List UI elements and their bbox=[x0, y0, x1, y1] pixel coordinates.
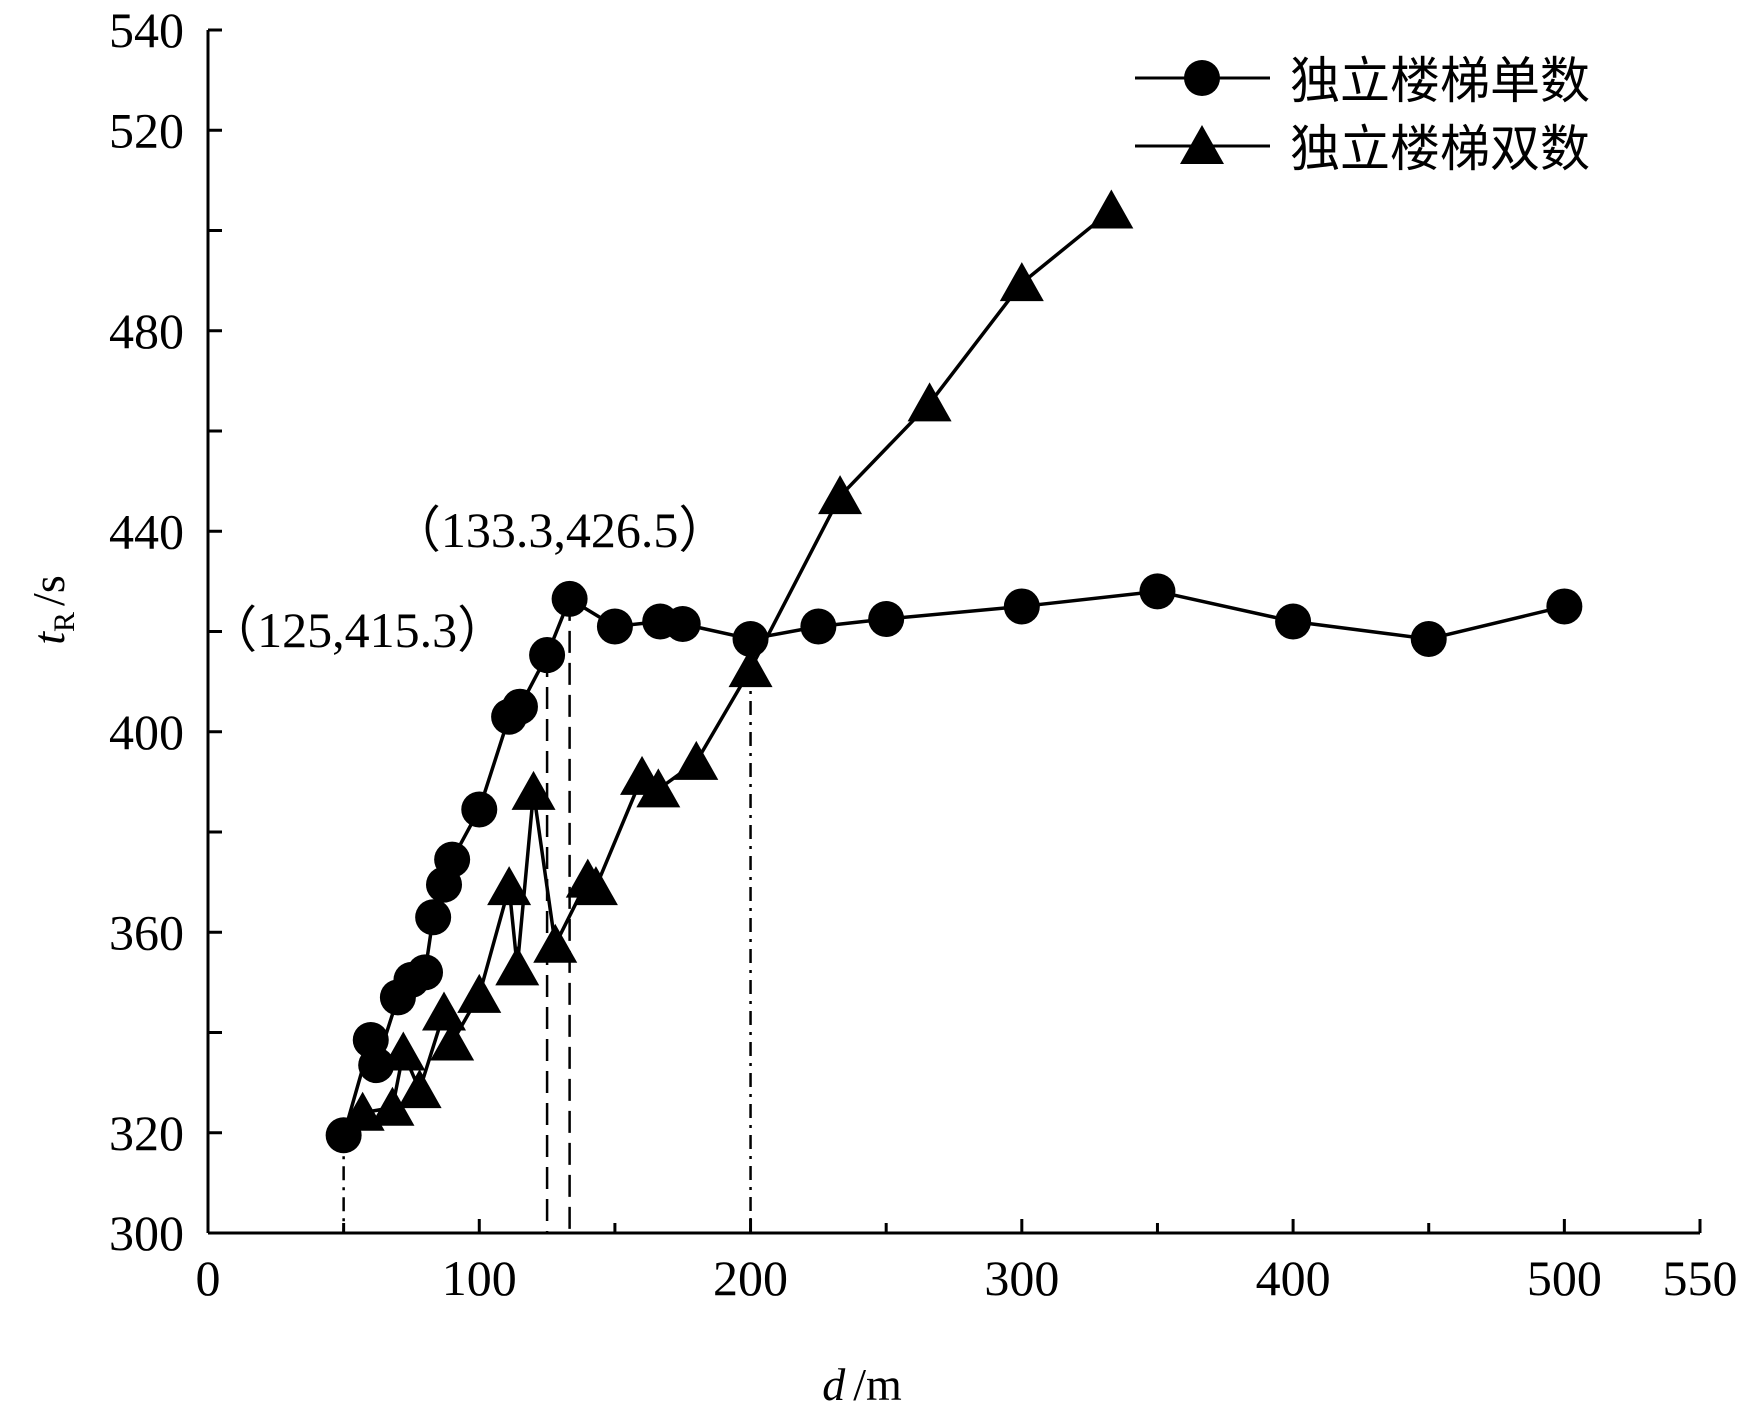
x-axis-label: d/m bbox=[822, 1359, 902, 1410]
data-point-triangle bbox=[430, 1021, 475, 1061]
data-point-triangle bbox=[495, 946, 540, 986]
data-point-circle bbox=[1003, 588, 1040, 625]
reference-lines bbox=[342, 598, 752, 1233]
data-point-circle bbox=[1275, 603, 1312, 640]
data-point-triangle bbox=[381, 1031, 426, 1071]
legend-marker-circle bbox=[1184, 60, 1220, 96]
legend: 独立楼梯单数 独立楼梯双数 bbox=[1135, 52, 1590, 178]
legend-label-double: 独立楼梯双数 bbox=[1290, 120, 1590, 178]
y-tick-label: 400 bbox=[109, 704, 184, 760]
data-point-triangle bbox=[907, 382, 952, 422]
annotation-label: （125,415.3） bbox=[207, 602, 507, 658]
y-axis-subscript: R bbox=[48, 612, 81, 632]
data-point-triangle bbox=[487, 866, 532, 906]
data-point-circle bbox=[868, 600, 905, 637]
axes bbox=[206, 28, 1702, 1235]
data-point-triangle bbox=[511, 770, 556, 810]
y-tick-label: 480 bbox=[109, 303, 184, 359]
data-point-circle bbox=[461, 791, 498, 828]
data-point-circle bbox=[551, 580, 588, 617]
x-axis-unit: /m bbox=[853, 1359, 902, 1410]
y-tick-label: 320 bbox=[109, 1105, 184, 1161]
y-axis-unit: /s bbox=[23, 575, 74, 606]
y-axis-symbol: t bbox=[23, 631, 74, 645]
y-tick-label: 520 bbox=[109, 102, 184, 158]
data-point-triangle bbox=[999, 262, 1044, 302]
x-tick-label: 550 bbox=[1663, 1250, 1738, 1306]
data-point-circle bbox=[800, 608, 837, 645]
data-point-triangle bbox=[728, 648, 773, 688]
legend-marker-triangle bbox=[1180, 125, 1224, 164]
data-point-triangle bbox=[397, 1069, 442, 1109]
legend-entry-single: 独立楼梯单数 bbox=[1135, 52, 1590, 110]
data-point-triangle bbox=[1089, 189, 1134, 229]
y-tick-label: 540 bbox=[109, 2, 184, 58]
data-point-circle bbox=[407, 954, 444, 991]
data-point-triangle bbox=[818, 475, 863, 515]
legend-entry-double: 独立楼梯双数 bbox=[1135, 120, 1590, 178]
series-markers bbox=[325, 189, 1583, 1154]
data-point-triangle bbox=[533, 923, 578, 963]
x-axis-symbol: d bbox=[822, 1359, 846, 1410]
data-point-triangle bbox=[674, 740, 719, 780]
data-point-circle bbox=[1546, 588, 1583, 625]
data-point-triangle bbox=[636, 768, 681, 808]
data-point-circle bbox=[596, 608, 633, 645]
data-point-triangle bbox=[573, 866, 618, 906]
data-point-circle bbox=[1410, 621, 1447, 658]
series-lines bbox=[341, 209, 1565, 1136]
y-tick-label: 300 bbox=[109, 1205, 184, 1261]
data-point-circle bbox=[1139, 573, 1176, 610]
x-tick-label: 400 bbox=[1256, 1250, 1331, 1306]
x-tick-label: 300 bbox=[984, 1250, 1059, 1306]
data-point-circle bbox=[358, 1047, 395, 1084]
x-tick-label: 200 bbox=[713, 1250, 788, 1306]
annotations: （133.3,426.5） （125,415.3） bbox=[207, 502, 728, 658]
y-axis-label: tR/s bbox=[23, 575, 81, 644]
data-point-circle bbox=[434, 841, 471, 878]
data-point-circle bbox=[732, 621, 769, 658]
y-tick-label: 360 bbox=[109, 904, 184, 960]
x-tick-label: 100 bbox=[442, 1250, 517, 1306]
data-point-triangle bbox=[370, 1086, 415, 1126]
data-point-triangle bbox=[457, 973, 502, 1013]
data-point-circle bbox=[415, 899, 452, 936]
annotation-label: （133.3,426.5） bbox=[391, 502, 729, 558]
y-tick-label: 440 bbox=[109, 503, 184, 559]
x-tick-label: 0 bbox=[196, 1250, 221, 1306]
data-point-circle bbox=[664, 605, 701, 642]
legend-label-single: 独立楼梯单数 bbox=[1290, 52, 1590, 110]
x-tick-label: 500 bbox=[1527, 1250, 1602, 1306]
data-point-circle bbox=[501, 688, 538, 725]
data-point-circle bbox=[529, 637, 566, 674]
data-point-triangle bbox=[422, 991, 467, 1031]
tick-labels: 300 320 360 400 440 480 520 540 0 100 200 300 400 500… bbox=[109, 2, 1738, 1306]
series-line-2 bbox=[362, 209, 1113, 1115]
